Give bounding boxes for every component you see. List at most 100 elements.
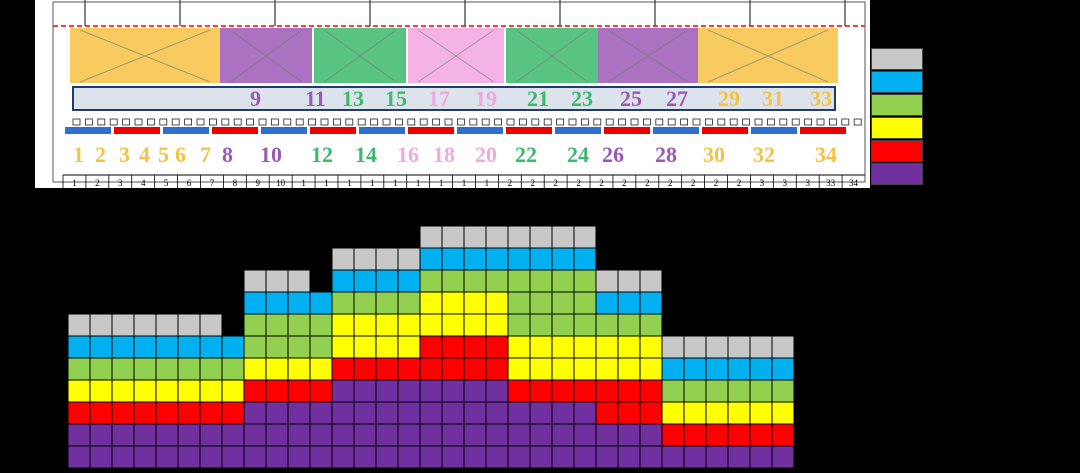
cell-green <box>67 357 91 381</box>
anchor <box>270 118 279 126</box>
anchor <box>543 118 552 126</box>
cell-purple <box>243 401 267 425</box>
cell-green <box>705 379 729 403</box>
cell-green <box>551 291 575 315</box>
cell-purple <box>111 423 135 447</box>
number-cell-label: 1 <box>393 178 398 188</box>
cell-purple <box>441 445 465 469</box>
legend-swatch-blue <box>871 71 923 93</box>
cell-yellow <box>617 357 641 381</box>
cell-purple <box>67 445 91 469</box>
cell-gray <box>441 225 465 249</box>
cell-purple <box>221 423 245 447</box>
cell-purple <box>331 423 355 447</box>
cell-purple <box>265 423 289 447</box>
anchor <box>407 118 416 126</box>
cell-purple <box>661 445 685 469</box>
cell-yellow <box>705 401 729 425</box>
cell-purple <box>507 401 531 425</box>
anchor <box>308 118 317 126</box>
cell-yellow <box>375 335 399 359</box>
legend-swatch-yellow <box>871 117 923 139</box>
cell-green <box>177 357 201 381</box>
zone-label-lower: 2 <box>95 142 106 167</box>
cell-blue <box>353 269 377 293</box>
cell-green <box>265 313 289 337</box>
segment <box>457 127 503 134</box>
cell-green <box>771 379 795 403</box>
cell-purple <box>89 445 113 469</box>
cell-red <box>727 423 751 447</box>
number-cell-label: 1 <box>485 178 490 188</box>
cell-purple <box>331 401 355 425</box>
cell-purple <box>89 423 113 447</box>
anchor <box>432 118 441 126</box>
zone-label-upper: 17 <box>428 86 450 111</box>
cell-red <box>485 335 509 359</box>
cell-red <box>771 423 795 447</box>
cell-green <box>639 313 663 337</box>
cell-yellow <box>683 401 707 425</box>
anchor <box>332 118 341 126</box>
cell-purple <box>485 401 509 425</box>
cell-green <box>573 291 597 315</box>
number-cell-label: 1 <box>439 178 444 188</box>
cell-purple <box>375 445 399 469</box>
zone-label-upper: 13 <box>342 86 364 111</box>
anchor <box>196 118 205 126</box>
cell-purple <box>617 445 641 469</box>
cell-gray <box>155 313 179 337</box>
cell-gray <box>617 269 641 293</box>
cell-yellow <box>199 379 223 403</box>
cell-purple <box>331 445 355 469</box>
zone-label-upper: 11 <box>305 86 326 111</box>
number-cell-label: 2 <box>508 178 513 188</box>
cell-blue <box>639 291 663 315</box>
zone-label-lower: 1 <box>73 142 84 167</box>
anchor <box>630 118 639 126</box>
cell-blue <box>177 335 201 359</box>
cell-blue <box>573 247 597 271</box>
cell-red <box>397 357 421 381</box>
number-cell-label: 2 <box>599 178 604 188</box>
cell-blue <box>309 291 333 315</box>
cell-blue <box>441 247 465 271</box>
cell-green <box>243 335 267 359</box>
anchor <box>729 118 738 126</box>
cell-purple <box>243 445 267 469</box>
segment <box>212 127 258 134</box>
cell-purple <box>551 423 575 447</box>
cell-gray <box>749 335 773 359</box>
number-cell-label: 2 <box>737 178 742 188</box>
cell-yellow <box>419 313 443 337</box>
zone-label-lower: 4 <box>139 142 150 167</box>
cell-purple <box>705 445 729 469</box>
cell-green <box>265 335 289 359</box>
zone-label-lower: 24 <box>567 142 589 167</box>
segment <box>359 127 405 134</box>
cell-purple <box>441 401 465 425</box>
cell-purple <box>155 445 179 469</box>
cell-blue <box>133 335 157 359</box>
number-cell-label: 33 <box>826 178 836 188</box>
cell-yellow <box>397 335 421 359</box>
zone-label-lower: 5 <box>158 142 169 167</box>
cell-red <box>199 401 223 425</box>
cell-yellow <box>287 357 311 381</box>
cell-yellow <box>221 379 245 403</box>
cell-red <box>617 401 641 425</box>
cell-yellow <box>67 379 91 403</box>
cell-yellow <box>507 335 531 359</box>
zone-label-upper: 31 <box>762 86 784 111</box>
cell-blue <box>199 335 223 359</box>
cell-green <box>507 269 531 293</box>
cell-red <box>595 401 619 425</box>
cell-blue <box>749 357 773 381</box>
cell-yellow <box>485 291 509 315</box>
cell-gray <box>89 313 113 337</box>
cell-yellow <box>595 357 619 381</box>
zone-label-upper: 15 <box>385 86 407 111</box>
cell-purple <box>353 401 377 425</box>
cell-purple <box>441 423 465 447</box>
cell-red <box>463 335 487 359</box>
